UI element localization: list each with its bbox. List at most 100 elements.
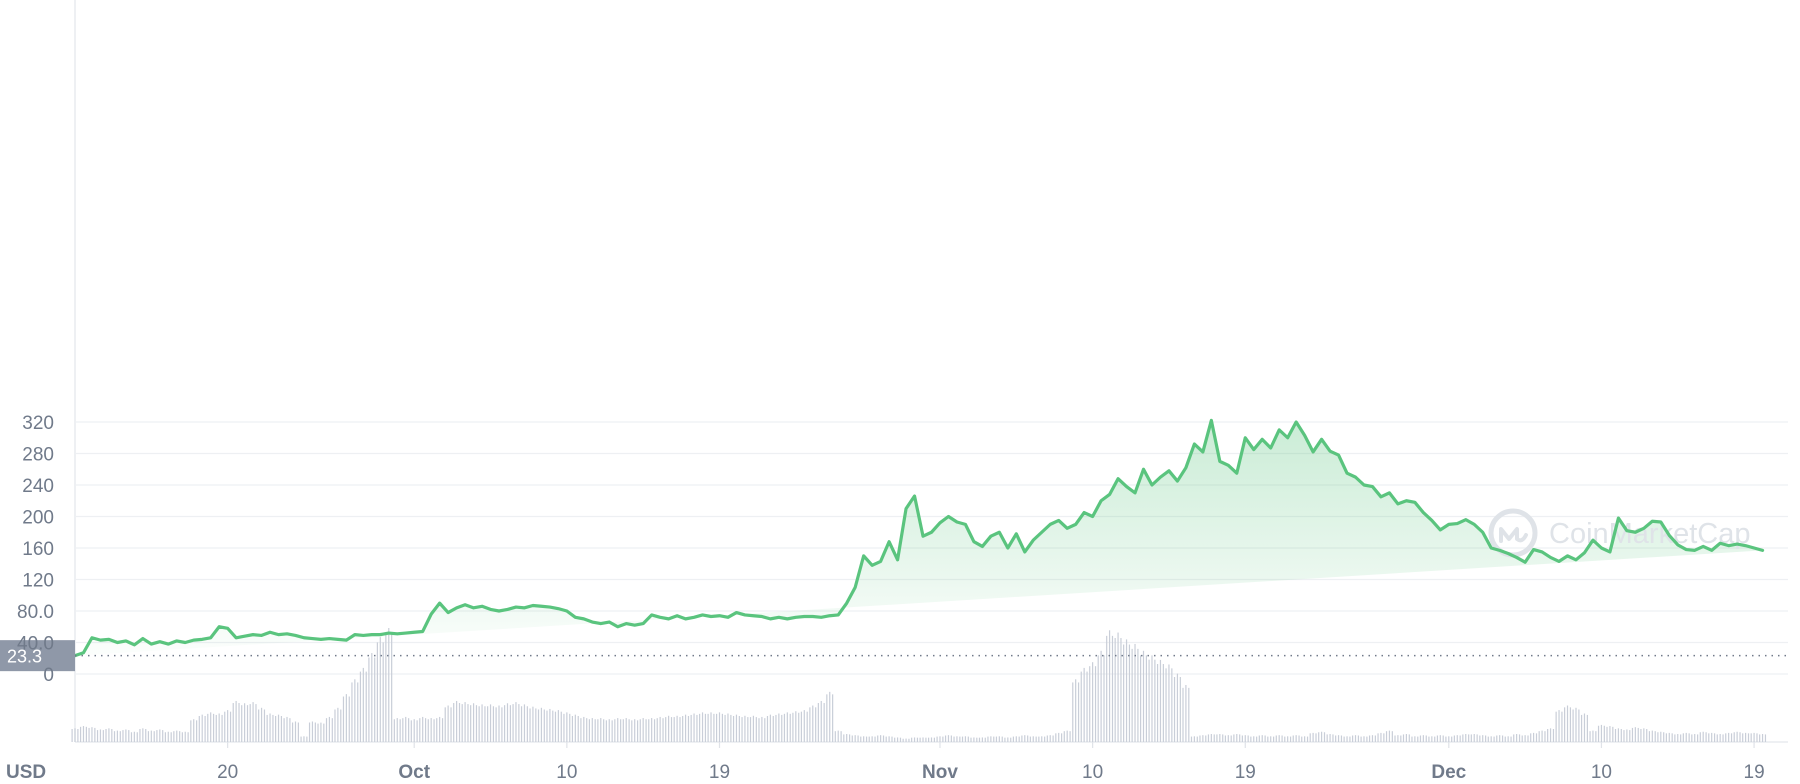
volume-bar: [936, 736, 938, 742]
volume-bar: [345, 694, 347, 742]
volume-bar: [1202, 735, 1204, 742]
volume-bar: [834, 731, 836, 742]
volume-bar: [1699, 732, 1701, 742]
volume-bar: [1555, 711, 1557, 742]
volume-bar: [549, 708, 551, 742]
volume-bar: [944, 735, 947, 742]
volume-bar: [1677, 734, 1679, 742]
volume-bar: [749, 717, 752, 742]
volume-bar: [277, 714, 280, 742]
volume-bar: [662, 718, 664, 742]
volume-bar: [642, 718, 644, 742]
volume-bar: [608, 719, 610, 742]
volume-bar: [1193, 736, 1195, 742]
volume-bar: [447, 705, 449, 742]
volume-bar: [1750, 733, 1752, 742]
volume-bar: [803, 710, 805, 742]
volume-bar: [970, 737, 972, 742]
volume-bar: [933, 737, 935, 742]
volume-bar: [755, 717, 757, 742]
volume-bar: [947, 735, 950, 742]
volume-bar: [744, 715, 746, 742]
volume-bar: [1015, 736, 1017, 742]
volume-bar: [1018, 736, 1020, 742]
volume-bar: [1631, 727, 1634, 742]
volume-bar: [1304, 736, 1306, 742]
volume-bar: [1711, 732, 1713, 742]
volume-bar: [636, 720, 639, 742]
volume-bar: [458, 703, 461, 742]
volume-bar: [128, 730, 130, 742]
volume-bar: [88, 727, 90, 742]
volume-bar: [956, 736, 958, 742]
volume-bar: [368, 657, 370, 742]
volume-bar: [1603, 725, 1605, 742]
volume-bar: [1278, 735, 1280, 742]
volume-bar: [1315, 733, 1317, 742]
volume-bar: [77, 729, 79, 742]
x-tick-label: 19: [709, 762, 730, 783]
volume-bar: [1055, 733, 1057, 742]
volume-bar: [1377, 733, 1379, 742]
volume-bar: [670, 717, 673, 742]
volume-bar: [832, 694, 834, 742]
volume-bar: [995, 736, 998, 742]
volume-bar: [537, 709, 540, 742]
volume-bar: [1151, 655, 1153, 742]
volume-bar: [1312, 732, 1314, 742]
volume-bar: [342, 696, 345, 742]
volume-bar: [258, 709, 260, 742]
volume-bar: [1142, 650, 1145, 742]
volume-bar: [851, 735, 853, 742]
volume-bar: [1287, 736, 1289, 742]
volume-bar: [308, 722, 311, 742]
volume-bar: [554, 711, 557, 742]
volume-bar: [1035, 736, 1037, 742]
volume-bar: [563, 713, 565, 742]
volume-bar: [634, 719, 636, 742]
volume-bar: [738, 716, 740, 742]
volume-bar: [393, 719, 395, 742]
volume-bar: [1473, 734, 1475, 742]
volume-bar: [153, 731, 155, 742]
volume-bar: [863, 736, 865, 742]
volume-bar: [959, 736, 961, 742]
volume-bar: [1671, 733, 1673, 742]
volume-bar: [1222, 734, 1224, 742]
volume-bar: [1044, 736, 1046, 742]
volume-bar: [142, 728, 144, 742]
volume-bar: [981, 737, 983, 742]
volume-bar: [1507, 736, 1509, 742]
volume-bar: [1213, 734, 1215, 742]
volume-bar: [1552, 729, 1555, 742]
y-tick-label: 80.0: [17, 602, 54, 623]
volume-bar: [1190, 736, 1193, 742]
volume-bar: [557, 710, 559, 742]
volume-bar: [1140, 655, 1142, 742]
volume-bar: [973, 737, 975, 742]
volume-bar: [325, 718, 328, 742]
volume-bar: [391, 633, 393, 742]
volume-bar: [1027, 735, 1029, 742]
volume-bar: [1301, 736, 1303, 742]
y-tick-label: 280: [22, 445, 54, 466]
volume-bar: [441, 718, 444, 742]
volume-bar: [1162, 664, 1164, 742]
volume-bar: [908, 738, 910, 742]
volume-bar: [837, 730, 839, 742]
volume-bar: [1360, 736, 1362, 742]
volume-bar: [1108, 630, 1111, 742]
volume-bar: [1680, 734, 1682, 742]
volume-bar: [501, 707, 503, 742]
volume-bar: [1482, 735, 1484, 742]
volume-bar: [1660, 731, 1662, 742]
price-series-line: [73, 418, 1765, 658]
volume-bar: [1114, 638, 1116, 742]
x-tick-label: 10: [1591, 762, 1612, 783]
volume-bar: [809, 707, 811, 742]
volume-bar: [147, 731, 150, 742]
volume-bar: [1629, 730, 1631, 742]
volume-bar: [164, 732, 166, 742]
volume-bar: [1747, 733, 1750, 742]
